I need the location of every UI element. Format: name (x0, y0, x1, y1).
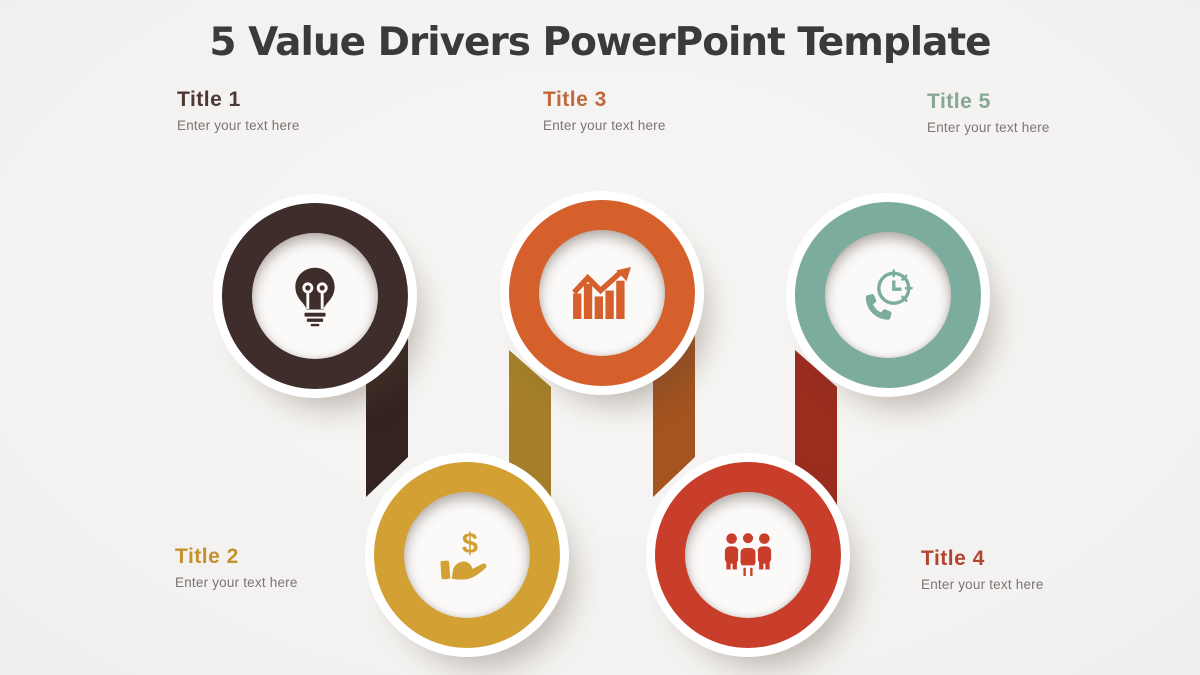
driver-title-4[interactable]: Title 4 (921, 547, 985, 570)
driver-subtitle-placeholder-5[interactable]: Enter your text here (927, 120, 1050, 135)
driver-label-5: Title 5 Enter your text here (927, 90, 1050, 135)
driver-title-2[interactable]: Title 2 (175, 545, 239, 568)
driver-label-1: Title 1 Enter your text here (177, 88, 300, 133)
driver-title-3[interactable]: Title 3 (543, 88, 607, 111)
driver-title-5[interactable]: Title 5 (927, 90, 991, 113)
driver-disc-3 (539, 230, 665, 356)
driver-circle-2: $ (374, 462, 560, 648)
driver-disc-2: $ (404, 492, 530, 618)
svg-text:$: $ (462, 528, 478, 560)
driver-disc-5 (825, 232, 951, 358)
driver-subtitle-placeholder-1[interactable]: Enter your text here (177, 118, 300, 133)
lightbulb-icon (295, 267, 335, 326)
driver-title-1[interactable]: Title 1 (177, 88, 241, 111)
slide-title: 5 Value Drivers PowerPoint Template (209, 20, 991, 65)
driver-disc-1 (252, 233, 378, 359)
driver-circle-4 (655, 462, 841, 648)
team-icon (724, 530, 772, 579)
hand-holding-dollar-icon: $ (440, 528, 487, 580)
driver-circle-3 (509, 200, 695, 386)
driver-subtitle-placeholder-3[interactable]: Enter your text here (543, 118, 666, 133)
driver-label-3: Title 3 Enter your text here (543, 88, 666, 133)
growth-chart-icon (571, 267, 631, 319)
phone-clock-icon (864, 269, 913, 321)
driver-circle-1 (222, 203, 408, 389)
driver-label-2: Title 2 Enter your text here (175, 545, 298, 590)
driver-circle-5 (795, 202, 981, 388)
driver-disc-4 (685, 492, 811, 618)
driver-subtitle-placeholder-4[interactable]: Enter your text here (921, 577, 1044, 592)
driver-label-4: Title 4 Enter your text here (921, 547, 1044, 592)
driver-subtitle-placeholder-2[interactable]: Enter your text here (175, 575, 298, 590)
